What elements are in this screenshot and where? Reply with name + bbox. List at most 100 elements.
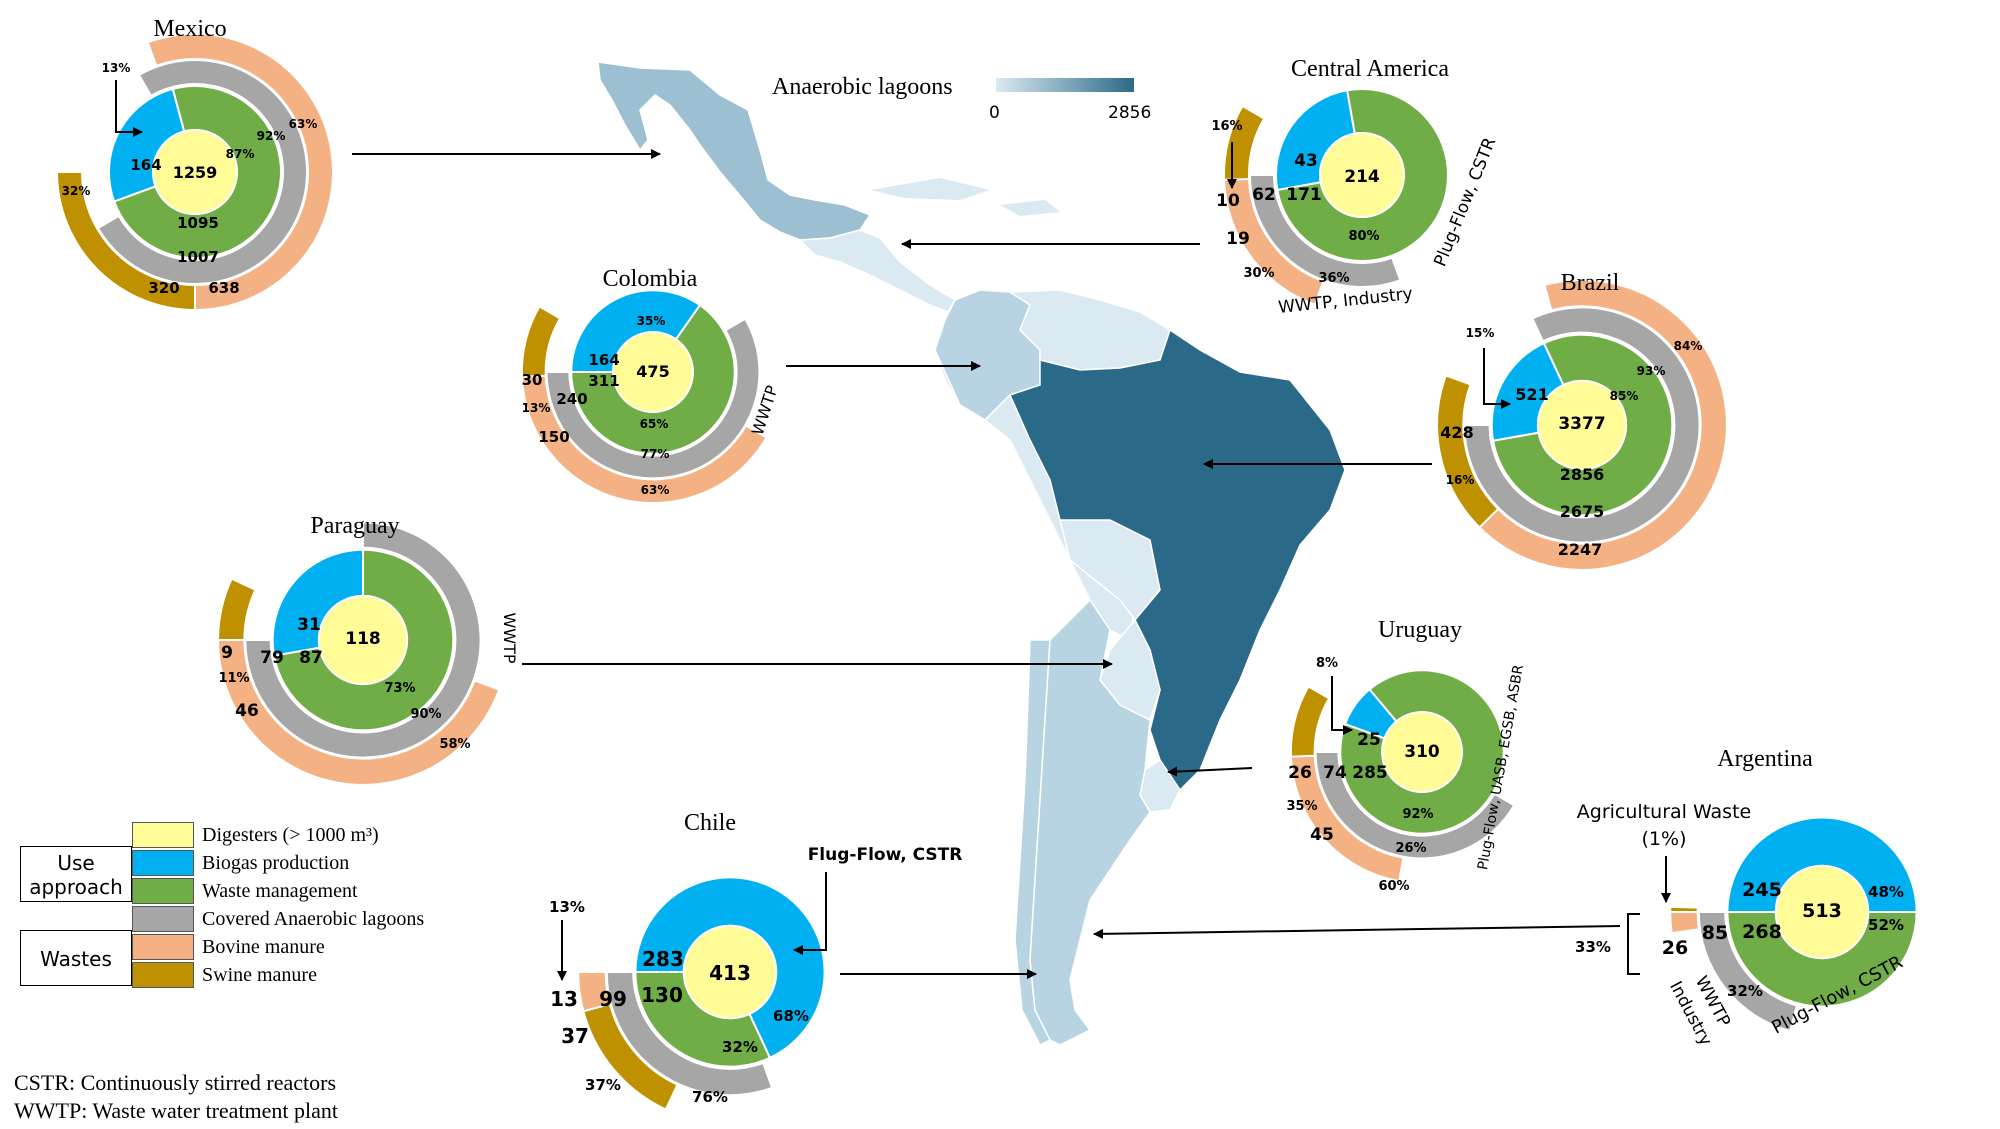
map-region-caribbean-2: [1000, 200, 1060, 216]
colombia-digesters-value: 475: [636, 362, 669, 381]
map-legend-gradient: [996, 78, 1134, 92]
mexico-swine-value: 320: [148, 279, 179, 297]
colombia-bovine-pct: 63%: [641, 483, 670, 497]
mexico-swine-pct: 32%: [62, 184, 91, 198]
chile-waste-value: 130: [641, 983, 683, 1007]
colombia-waste-value: 311: [588, 372, 619, 390]
chile-digesters-value: 413: [709, 961, 751, 985]
mexico-lagoons-ring: [96, 59, 308, 285]
chile-lagoons-ring: [605, 971, 774, 1097]
map-region-central-america: [798, 229, 957, 313]
argentina-digesters-value: 513: [1802, 900, 1842, 922]
paraguay-bovine-value: 46: [235, 701, 259, 721]
central-america-bovine-value: 19: [1226, 229, 1250, 249]
brazil-lagoons-ring: [1463, 306, 1701, 544]
argentina-agri-label: Agricultural Waste: [1577, 801, 1751, 823]
legend-item-lagoons: Covered Anaerobic lagoons: [132, 906, 424, 932]
paraguay-digesters-core: [317, 594, 409, 686]
brazil-biogas-pct: 15%: [1466, 326, 1495, 340]
legend-swatch-bovine: [132, 934, 194, 960]
footnote-cstr: CSTR: Continuously stirred reactors: [14, 1070, 337, 1095]
mexico-waste-pct: 87%: [226, 147, 255, 161]
uruguay-bovine-value: 45: [1310, 825, 1334, 845]
title-central-america: Central America: [1291, 56, 1449, 82]
central-america-bovine-pct: 30%: [1243, 266, 1274, 281]
brazil-waste-pct: 85%: [1610, 389, 1639, 403]
uruguay-lagoons-pct: 26%: [1395, 841, 1426, 856]
colombia-bovine-value: 150: [538, 428, 569, 446]
central-america-swine-value: 10: [1216, 191, 1240, 211]
title-chile: Chile: [684, 810, 736, 836]
argentina-waste-value: 268: [1742, 921, 1782, 943]
brazil-swine-pct: 16%: [1446, 473, 1475, 487]
arrow-mexico-biogas-callout: [115, 80, 143, 137]
legend-label-biogas: Biogas production: [202, 851, 350, 874]
paraguay-lagoon-note: WWTP: [500, 612, 519, 663]
uruguay-digesters-value: 310: [1404, 742, 1440, 762]
map-region-mexico: [597, 61, 872, 241]
central-america-lagoons-ring: [1248, 174, 1402, 288]
title-mexico: Mexico: [153, 16, 226, 42]
map-legend-max: 2856: [1108, 103, 1151, 123]
uruguay-waste-value: 285: [1352, 763, 1388, 783]
uruguay-biogas-pct: 8%: [1316, 656, 1338, 671]
chile-tech-label: Flug-Flow, CSTR: [808, 845, 963, 865]
paraguay-swine-pct: 11%: [218, 671, 249, 686]
paraguay-swine-value: 9: [221, 643, 233, 663]
legend-group-wastes: Wastes: [20, 930, 132, 986]
brazil-biogas-value: 521: [1515, 385, 1548, 404]
legend-label-swine: Swine manure: [202, 963, 317, 986]
mexico-bovine-value: 638: [208, 279, 239, 297]
mexico-digesters-core: [152, 129, 238, 215]
central-america-lagoons-value: 62: [1252, 185, 1276, 205]
legend-item-swine: Swine manure: [132, 962, 317, 988]
title-colombia: Colombia: [603, 266, 698, 292]
central-america-waste-pct: 80%: [1348, 229, 1379, 244]
legend-item-digesters: Digesters (> 1000 m³): [132, 822, 379, 848]
colombia-waste-pct: 65%: [640, 417, 669, 431]
chile-lagoons-pct: 76%: [692, 1088, 728, 1106]
uruguay-lagoons-value: 74: [1323, 763, 1347, 783]
latin-america-map: [597, 61, 1346, 1047]
colombia-lagoons-pct: 77%: [641, 447, 670, 461]
colombia-swine-pct: 13%: [522, 401, 551, 415]
argentina-biogas-pct: 48%: [1868, 883, 1904, 901]
arrow-uruguay: [1167, 766, 1253, 777]
argentina-bovine-value: 26: [1662, 937, 1688, 959]
donut-charts: [55, 33, 1918, 1111]
uruguay-swine-ring: [1289, 685, 1331, 758]
arrow-brazil-callout: [1483, 348, 1511, 409]
central-america-biogas-value: 43: [1294, 151, 1318, 171]
legend-swatch-lagoons: [132, 906, 194, 932]
brazil-digesters-value: 3377: [1558, 414, 1605, 434]
argentina-biogas-value: 245: [1742, 879, 1782, 901]
colombia-swine-value: 30: [522, 371, 543, 389]
legend-swatch-waste: [132, 878, 194, 904]
uruguay-bovine-pct: 60%: [1378, 879, 1409, 894]
uruguay-swine-pct: 35%: [1286, 799, 1317, 814]
brazil-bovine-pct: 84%: [1674, 339, 1703, 353]
legend-swatch-digesters: [132, 822, 194, 848]
chile-biogas-value: 283: [642, 947, 684, 971]
colombia-lagoons-ring: [545, 317, 761, 480]
legend-item-biogas: Biogas production: [132, 850, 349, 876]
chile-swine-pct: 37%: [585, 1076, 621, 1094]
map-legend: Anaerobic lagoons 0 2856: [772, 74, 1151, 123]
arrows: [115, 80, 1671, 981]
title-paraguay: Paraguay: [310, 513, 399, 539]
legend-group-use: Use approach: [20, 846, 132, 902]
paraguay-lagoons-ring: [244, 521, 482, 759]
paraguay-bovine-pct: 58%: [439, 737, 470, 752]
central-america-digesters-core: [1319, 132, 1405, 218]
paraguay-digesters-value: 118: [345, 629, 381, 649]
legend-label-lagoons: Covered Anaerobic lagoons: [202, 907, 425, 930]
paraguay-lagoons-pct: 90%: [410, 707, 441, 722]
mexico-biogas-pct: 13%: [102, 61, 131, 75]
uruguay-lagoons-ring: [1314, 751, 1516, 860]
mexico-digesters-value: 1259: [173, 163, 218, 182]
legend-label-bovine: Bovine manure: [202, 935, 325, 958]
chile-bovine-value: 13: [550, 987, 578, 1011]
chile-swine-value: 37: [561, 1024, 589, 1048]
